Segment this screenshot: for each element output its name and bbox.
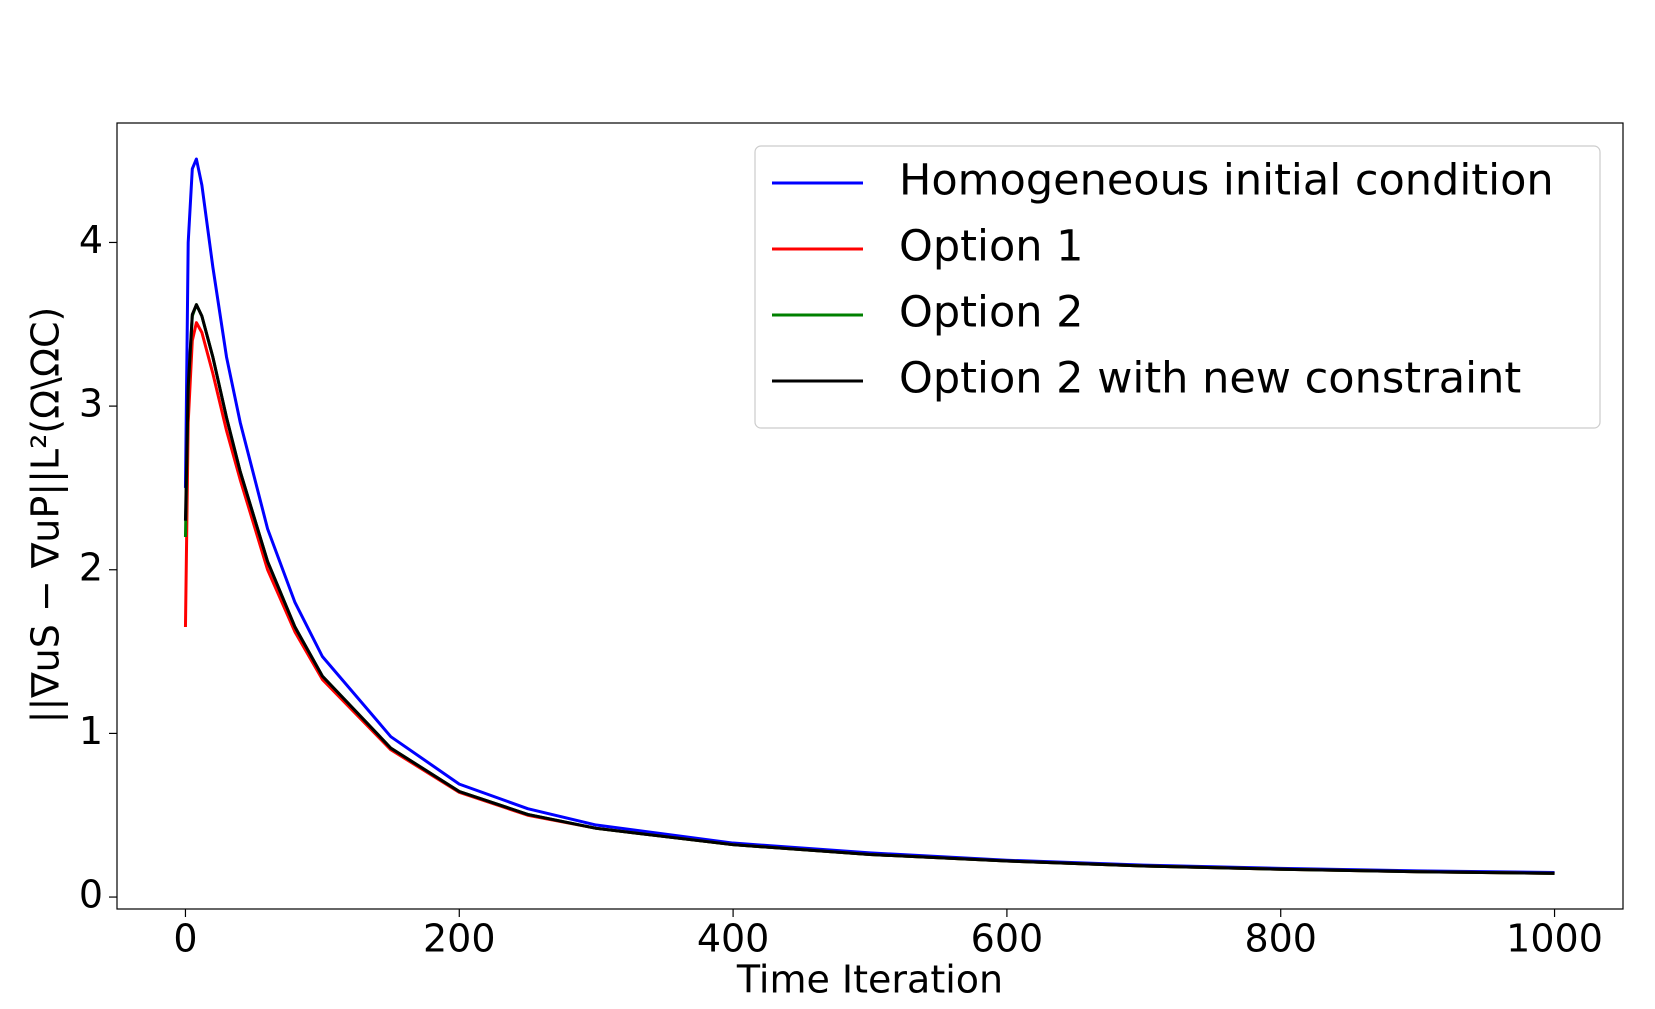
y-axis-label: ||∇uS − ∇uP||L²(Ω\ΩC) <box>24 307 69 724</box>
legend-label: Homogeneous initial condition <box>899 156 1554 206</box>
x-tick-label: 600 <box>971 917 1044 961</box>
y-tick-label: 1 <box>79 709 103 753</box>
legend-label: Option 2 with new constraint <box>899 354 1521 404</box>
x-axis-label: Time Iteration <box>736 958 1003 1002</box>
x-tick-label: 0 <box>173 917 197 961</box>
legend: Homogeneous initial condition Option 1 Opt… <box>754 145 1601 429</box>
y-tick-label: 2 <box>79 545 103 589</box>
y-tick-label: 4 <box>79 218 103 262</box>
y-tick-label: 0 <box>79 873 103 917</box>
legend-label: Option 2 <box>899 288 1084 338</box>
x-tick-label: 1000 <box>1506 917 1603 961</box>
x-tick-label: 800 <box>1244 917 1317 961</box>
x-tick-label: 400 <box>697 917 770 961</box>
series-line <box>183 303 1555 875</box>
legend-frame <box>754 145 1601 429</box>
legend-label: Option 1 <box>899 222 1084 272</box>
y-tick-label: 3 <box>79 382 103 426</box>
plot-frame <box>116 122 1624 910</box>
x-tick-label: 200 <box>423 917 496 961</box>
